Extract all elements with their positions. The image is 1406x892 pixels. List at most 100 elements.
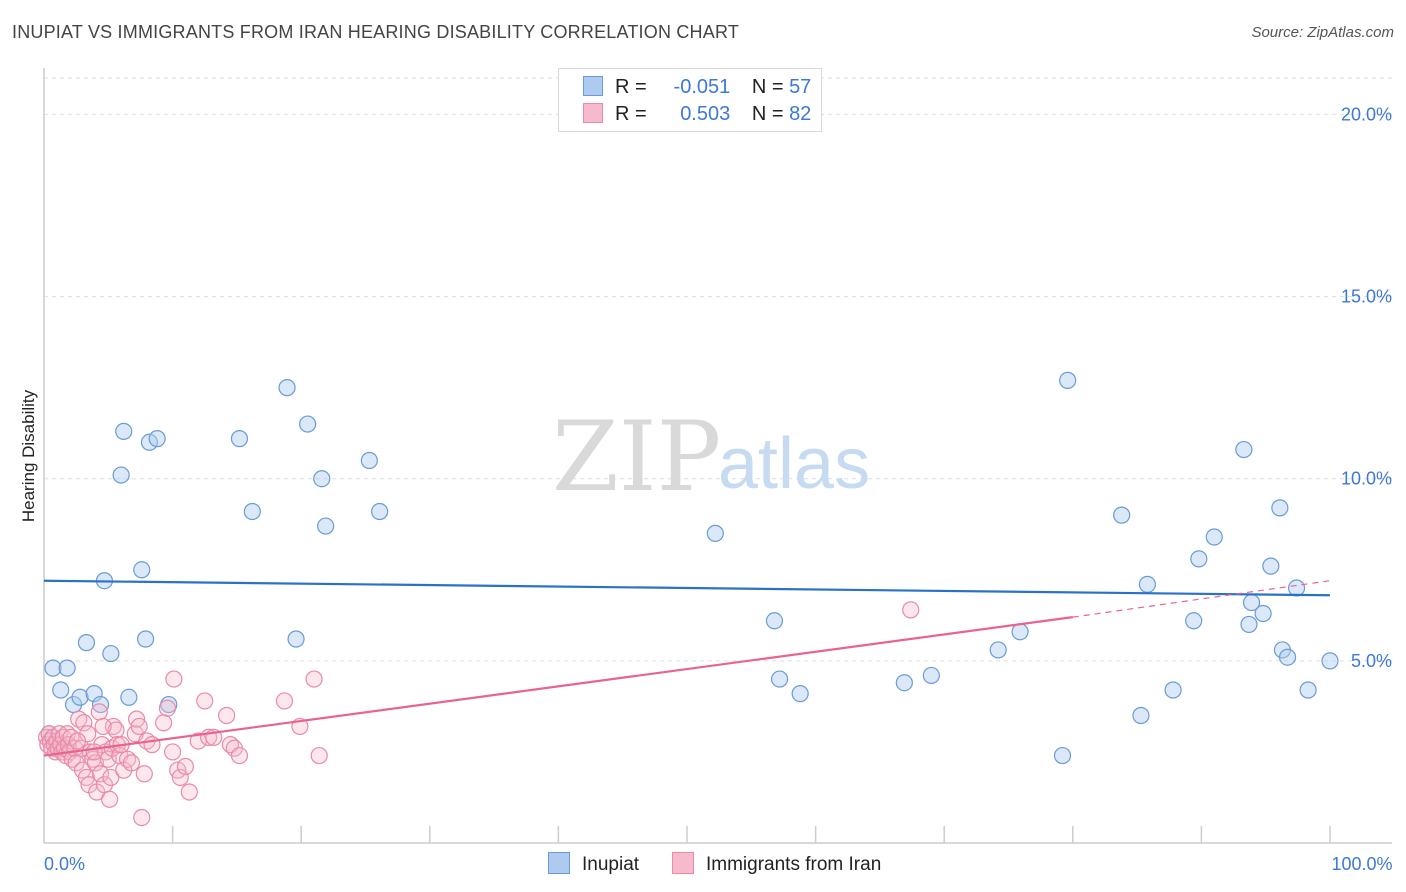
legend-r-label: R = <box>615 76 647 98</box>
legend-r-value: 0.503 <box>680 103 731 125</box>
inupiat-point <box>278 379 296 397</box>
inupiat-point <box>791 685 809 703</box>
inupiat-point <box>1235 440 1253 459</box>
iran-trend-line <box>43 616 1073 757</box>
iran-point <box>91 765 110 783</box>
iran-point <box>164 743 182 761</box>
inupiat-point <box>989 641 1007 659</box>
inupiat-point <box>371 502 389 521</box>
iran-point <box>94 717 112 736</box>
legend-n-value: 57 <box>789 76 812 98</box>
inupiat-point <box>136 630 155 648</box>
y-tick-label: 20.0% <box>1341 104 1392 124</box>
legend-r-label: R = <box>615 103 647 125</box>
chart-title: INUPIAT VS IMMIGRANTS FROM IRAN HEARING … <box>12 22 740 42</box>
bottom-legend-swatch-inupiat <box>548 852 570 874</box>
trend-lines <box>43 579 1331 757</box>
iran-point <box>196 692 214 710</box>
inupiat-point <box>1053 746 1072 765</box>
iran-point <box>902 601 920 619</box>
correlation-legend: R = -0.051 N = 57 R = 0.503 N = 82 <box>558 68 822 132</box>
x-tick-label: 0.0% <box>44 854 85 874</box>
inupiat-point <box>287 630 305 648</box>
iran-point <box>133 808 151 827</box>
bottom-legend-inupiat: Inupiat <box>548 852 639 876</box>
inupiat-point <box>1287 579 1306 597</box>
inupiat-point <box>1113 506 1131 524</box>
iran-point <box>122 754 141 772</box>
inupiat-point <box>1138 575 1156 593</box>
inupiat-point <box>102 644 120 663</box>
iran-point <box>180 783 198 801</box>
iran-point <box>165 670 183 688</box>
watermark-zip: ZIP <box>552 401 721 513</box>
inupiat-point <box>770 670 789 688</box>
source-label: Source: ZipAtlas.com <box>1251 24 1394 41</box>
iran-point <box>171 768 189 787</box>
inupiat-point <box>148 430 166 448</box>
iran-point <box>158 699 177 717</box>
inupiat-point <box>133 561 151 579</box>
inupiat-point <box>1240 615 1258 634</box>
inupiat-point <box>1299 681 1317 699</box>
legend-n-label: N = <box>751 103 784 125</box>
inupiat-point <box>115 422 133 440</box>
inupiat-point <box>1321 652 1339 670</box>
iran-point <box>143 736 161 754</box>
inupiat-point <box>1278 648 1297 666</box>
iran-point <box>305 670 323 688</box>
inupiat-point <box>1059 371 1077 389</box>
inupiat-trend-line <box>43 579 1331 597</box>
inupiat-point <box>1271 499 1289 517</box>
inupiat-point <box>317 517 335 535</box>
inupiat-point <box>91 695 110 714</box>
legend-row-inupiat: R = -0.051 N = 57 <box>583 76 811 99</box>
iran-point <box>176 757 195 776</box>
inupiat-point <box>895 674 913 692</box>
bottom-legend-label: Inupiat <box>582 854 640 875</box>
iran-point <box>130 717 148 736</box>
iran-point <box>68 732 87 750</box>
y-tick-label: 15.0% <box>1341 287 1392 307</box>
inupiat-point <box>1011 623 1029 641</box>
x-tick-label: 100.0% <box>1331 854 1392 874</box>
legend-row-iran: R = 0.503 N = 82 <box>583 103 811 126</box>
inupiat-point <box>230 430 249 448</box>
inupiat-point <box>77 634 96 652</box>
inupiat-point <box>1132 706 1150 725</box>
iran-point <box>310 746 328 765</box>
legend-n-value: 82 <box>789 103 812 125</box>
tick-labels: 5.0% 10.0% 15.0% 20.0% 0.0% 100.0% <box>44 104 1393 874</box>
inupiat-point <box>52 681 70 699</box>
inupiat-point <box>922 666 940 685</box>
legend-r-value: -0.051 <box>673 76 731 98</box>
gridlines <box>44 77 1392 662</box>
inupiat-point <box>313 470 331 488</box>
iran-point <box>100 790 119 808</box>
inupiat-point <box>1185 612 1203 630</box>
iran-point <box>218 706 236 725</box>
inupiat-point <box>299 415 317 433</box>
watermark-atlas: atlas <box>718 424 870 504</box>
y-axis-label: Hearing Disability <box>19 389 38 522</box>
inupiat-point <box>243 502 261 521</box>
inupiat-point <box>1190 550 1208 568</box>
iran-point <box>230 746 249 765</box>
inupiat-point <box>44 659 62 677</box>
inupiat-point <box>71 688 89 706</box>
inupiat-point <box>112 466 130 484</box>
axes <box>43 68 1392 844</box>
legend-n-label: N = <box>751 76 784 98</box>
iran-point <box>75 714 93 732</box>
bottom-legend-iran: Immigrants from Iran <box>672 852 881 876</box>
inupiat-point <box>1205 528 1223 546</box>
iran-point <box>85 743 103 761</box>
iran-point <box>135 765 153 783</box>
bottom-legend-swatch-iran <box>672 852 694 874</box>
inupiat-point <box>1164 681 1182 699</box>
legend-swatch-inupiat <box>583 76 603 96</box>
inupiat-point <box>1262 557 1280 575</box>
inupiat-point <box>1254 604 1272 623</box>
iran-point <box>102 768 120 787</box>
